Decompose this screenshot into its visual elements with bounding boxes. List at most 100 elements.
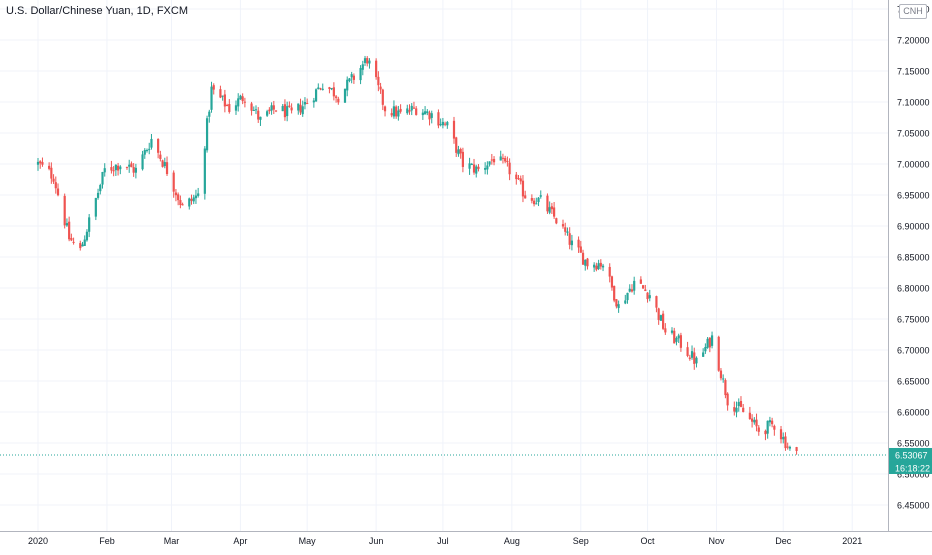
candle	[677, 333, 680, 343]
candle	[437, 109, 440, 129]
candle-body	[724, 380, 727, 396]
candle	[397, 105, 400, 121]
candle	[686, 341, 689, 358]
candle	[719, 368, 723, 381]
candle-body	[457, 149, 460, 155]
candle	[457, 145, 460, 157]
x-tick-label: Jul	[437, 536, 449, 546]
candle-body	[110, 167, 113, 171]
x-axis[interactable]: 2020 Feb Mar Apr May Jun Jul Aug Sep Oct Nov Dec 202…	[28, 536, 862, 546]
candle-body	[352, 75, 355, 80]
candle-body	[119, 166, 122, 170]
candle-body	[739, 400, 743, 407]
candle-body	[561, 224, 565, 227]
candle-body	[764, 430, 767, 435]
candle	[704, 343, 707, 354]
y-tick-label: 6.90000	[897, 222, 930, 232]
candle-body	[717, 336, 720, 371]
candle-body	[719, 370, 723, 379]
candle	[297, 103, 300, 115]
y-tick-label: 7.20000	[897, 36, 930, 46]
candle	[237, 93, 240, 112]
candle-body	[490, 159, 493, 161]
candle-body	[550, 206, 553, 210]
candle	[702, 348, 705, 357]
candle-body	[626, 292, 629, 301]
candle	[177, 192, 180, 206]
candle-body	[192, 197, 195, 202]
y-axis[interactable]: 7.250007.200007.150007.100007.050007.000…	[897, 5, 930, 511]
candle	[301, 100, 304, 117]
candle-body	[639, 279, 642, 284]
candle	[36, 157, 40, 171]
candle	[641, 285, 645, 290]
candle	[366, 56, 369, 67]
candle	[163, 157, 166, 169]
candle	[299, 98, 302, 116]
candle-body	[221, 95, 224, 97]
candle	[628, 284, 631, 293]
candle-body	[710, 335, 714, 346]
last-price-tag-bg	[889, 447, 932, 461]
candle	[555, 217, 558, 225]
candle	[779, 425, 783, 444]
candle	[488, 161, 491, 167]
candle	[586, 257, 589, 270]
candle-body	[415, 108, 418, 115]
candle-body	[254, 109, 258, 111]
grid	[0, 0, 888, 531]
candle	[346, 76, 349, 97]
candle-body	[686, 347, 689, 356]
currency-badge[interactable]: CNH	[899, 4, 927, 19]
candle	[659, 314, 662, 321]
candle-body	[225, 104, 229, 106]
candle-body	[268, 109, 271, 112]
candle	[499, 150, 502, 161]
candle-body	[753, 419, 756, 423]
candle	[223, 89, 226, 113]
candle-body	[257, 110, 260, 120]
candle-body	[399, 108, 402, 112]
candle	[306, 98, 309, 105]
candle-body	[163, 162, 166, 167]
countdown-tag-bg	[889, 460, 932, 474]
y-tick-label: 6.95000	[897, 191, 930, 201]
candle-body	[644, 289, 647, 292]
candle	[644, 284, 647, 292]
candle	[626, 292, 629, 304]
candle	[664, 323, 667, 335]
candle	[228, 99, 231, 114]
candle-body	[488, 161, 491, 165]
candle	[174, 188, 178, 202]
x-tick-label: Mar	[164, 536, 180, 546]
candle	[519, 175, 522, 185]
candle-body	[114, 164, 117, 171]
candle	[530, 194, 533, 204]
candle-body	[601, 265, 605, 268]
candle-body	[174, 192, 178, 196]
candle-body	[281, 106, 284, 112]
candle-body	[330, 88, 333, 90]
y-tick-label: 7.05000	[897, 129, 930, 139]
candle	[377, 71, 380, 92]
candle	[617, 300, 620, 313]
candle	[392, 100, 396, 119]
candle	[128, 159, 131, 173]
candle	[101, 171, 104, 189]
candle-body	[350, 74, 353, 78]
candle	[735, 401, 738, 418]
candle-body	[786, 446, 789, 448]
candle-body	[172, 172, 175, 192]
candle-body	[771, 420, 774, 425]
candle	[54, 176, 57, 194]
candle-body	[212, 85, 215, 90]
candle	[194, 189, 198, 204]
candle	[788, 445, 792, 451]
candle-body	[363, 58, 367, 63]
candle-body	[306, 103, 309, 105]
candle-body	[159, 154, 162, 160]
candle-body	[39, 161, 42, 164]
candle	[771, 417, 774, 428]
